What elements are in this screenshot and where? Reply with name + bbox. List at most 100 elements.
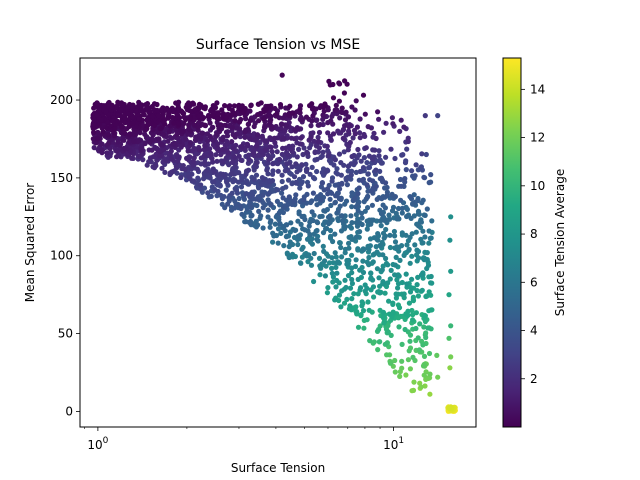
data-point [324, 143, 330, 149]
data-point [317, 263, 323, 269]
data-point [243, 219, 249, 225]
data-point [336, 292, 343, 298]
data-point [300, 174, 307, 180]
data-point [383, 154, 389, 160]
data-point [314, 194, 321, 200]
data-point [357, 116, 363, 122]
data-point [447, 237, 453, 243]
data-point [410, 317, 416, 323]
data-point [285, 167, 291, 173]
data-point [211, 179, 217, 185]
data-point [299, 179, 305, 185]
data-point [292, 227, 298, 233]
data-point [380, 252, 386, 258]
data-point [354, 124, 360, 130]
data-point [419, 287, 425, 293]
data-point [326, 221, 332, 227]
data-point [310, 190, 316, 196]
data-point [416, 347, 422, 353]
data-point [357, 168, 363, 175]
data-point [407, 338, 413, 344]
data-point [274, 149, 280, 155]
data-point [413, 229, 419, 235]
data-point [422, 383, 428, 389]
data-point [286, 194, 292, 200]
data-point [338, 304, 344, 310]
data-point [392, 262, 398, 268]
data-point [349, 252, 355, 258]
data-point [112, 125, 118, 132]
data-point [220, 171, 226, 177]
data-point [288, 135, 294, 141]
data-point [383, 226, 389, 233]
data-point [421, 255, 427, 261]
data-point [357, 229, 363, 235]
data-point [404, 281, 410, 287]
data-point [403, 167, 409, 173]
data-point [298, 221, 304, 227]
data-point [319, 180, 325, 186]
data-point [347, 285, 354, 291]
data-point [392, 357, 398, 364]
data-point [423, 293, 429, 300]
data-point [214, 193, 220, 199]
data-point [260, 116, 266, 122]
data-point [233, 201, 239, 207]
data-point [199, 130, 205, 136]
data-point [446, 292, 452, 298]
data-point [256, 118, 262, 124]
data-point [242, 129, 248, 135]
colorbar-tick-label: 8 [530, 227, 538, 241]
data-point [354, 309, 360, 315]
data-point [255, 112, 261, 118]
data-point [229, 139, 235, 145]
data-point [339, 213, 345, 219]
data-point [286, 244, 292, 250]
data-point [290, 198, 297, 204]
data-point [404, 242, 410, 248]
data-point [374, 266, 380, 272]
data-point [427, 371, 433, 377]
data-point [423, 151, 429, 158]
data-point [332, 297, 338, 303]
data-point [223, 178, 230, 184]
data-point [371, 130, 377, 136]
data-point [281, 136, 287, 142]
data-point [371, 339, 377, 345]
data-point [295, 125, 301, 131]
data-point [258, 181, 264, 187]
data-point [343, 109, 349, 115]
data-point [247, 219, 253, 225]
data-point [325, 186, 331, 192]
data-point [342, 78, 348, 84]
data-point [379, 267, 385, 273]
data-point [349, 276, 355, 283]
data-point [239, 143, 245, 149]
data-point [265, 214, 271, 220]
data-point [365, 171, 371, 177]
chart-title: Surface Tension vs MSE [196, 37, 360, 53]
data-point [422, 113, 428, 119]
data-point [104, 150, 110, 156]
data-point [349, 220, 355, 226]
data-point [404, 146, 410, 152]
data-point [359, 303, 365, 309]
data-point [223, 187, 229, 193]
data-point [243, 171, 249, 177]
data-point [385, 329, 391, 335]
data-point [347, 303, 353, 309]
data-point [396, 248, 402, 254]
data-point [428, 273, 434, 280]
colorbar [502, 57, 522, 428]
data-point [183, 136, 189, 142]
colorbar-tick-label: 6 [530, 275, 538, 289]
data-point [98, 141, 104, 147]
data-point [409, 253, 415, 259]
x-axis-ticks: 100 101 [84, 427, 404, 452]
data-point [399, 210, 405, 216]
data-point [178, 174, 184, 181]
data-point [369, 202, 375, 208]
data-point [395, 167, 401, 173]
data-point [337, 240, 343, 246]
data-point [142, 131, 148, 137]
